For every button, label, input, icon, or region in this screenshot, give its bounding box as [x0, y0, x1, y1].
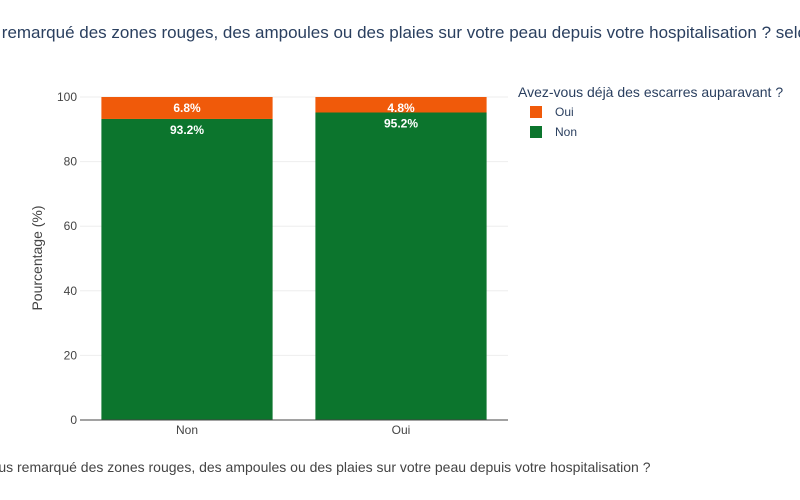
- legend-label-non: Non: [555, 125, 577, 139]
- x-axis-title: Avez-vous remarqué des zones rouges, des…: [0, 459, 651, 475]
- y-axis-title: Pourcentage (%): [29, 205, 45, 310]
- bar-value-label: 4.8%: [387, 101, 415, 115]
- bar-value-label: 93.2%: [170, 123, 204, 137]
- y-tick-label: 40: [64, 284, 78, 298]
- y-tick-label: 100: [57, 90, 77, 104]
- bar-value-label: 6.8%: [173, 101, 201, 115]
- bar-non-oui: [315, 112, 487, 420]
- bars: 93.2% 6.8% 95.2% 4.8%: [101, 97, 487, 421]
- y-tick-label: 0: [70, 413, 77, 427]
- chart-title: Avez-vous remarqué des zones rouges, des…: [0, 23, 800, 42]
- legend-swatch-oui: [530, 106, 542, 118]
- bar-oui-oui: [315, 97, 487, 113]
- bar-non-non: [101, 118, 273, 421]
- y-tick-label: 80: [64, 155, 78, 169]
- x-axis-ticks: Non Oui: [176, 423, 410, 437]
- legend-title: Avez-vous déjà des escarres auparavant ?: [518, 84, 783, 100]
- bar-value-label: 95.2%: [384, 117, 418, 131]
- y-tick-label: 60: [64, 219, 78, 233]
- legend: Avez-vous déjà des escarres auparavant ?…: [518, 84, 783, 139]
- legend-swatch-non: [530, 126, 542, 138]
- legend-label-oui: Oui: [555, 105, 574, 119]
- y-tick-label: 20: [64, 348, 78, 362]
- y-axis-ticks: 0 20 40 60 80 100: [57, 90, 77, 427]
- x-tick-label: Non: [176, 423, 198, 437]
- x-tick-label: Oui: [392, 423, 411, 437]
- bar-oui-non: [101, 97, 273, 119]
